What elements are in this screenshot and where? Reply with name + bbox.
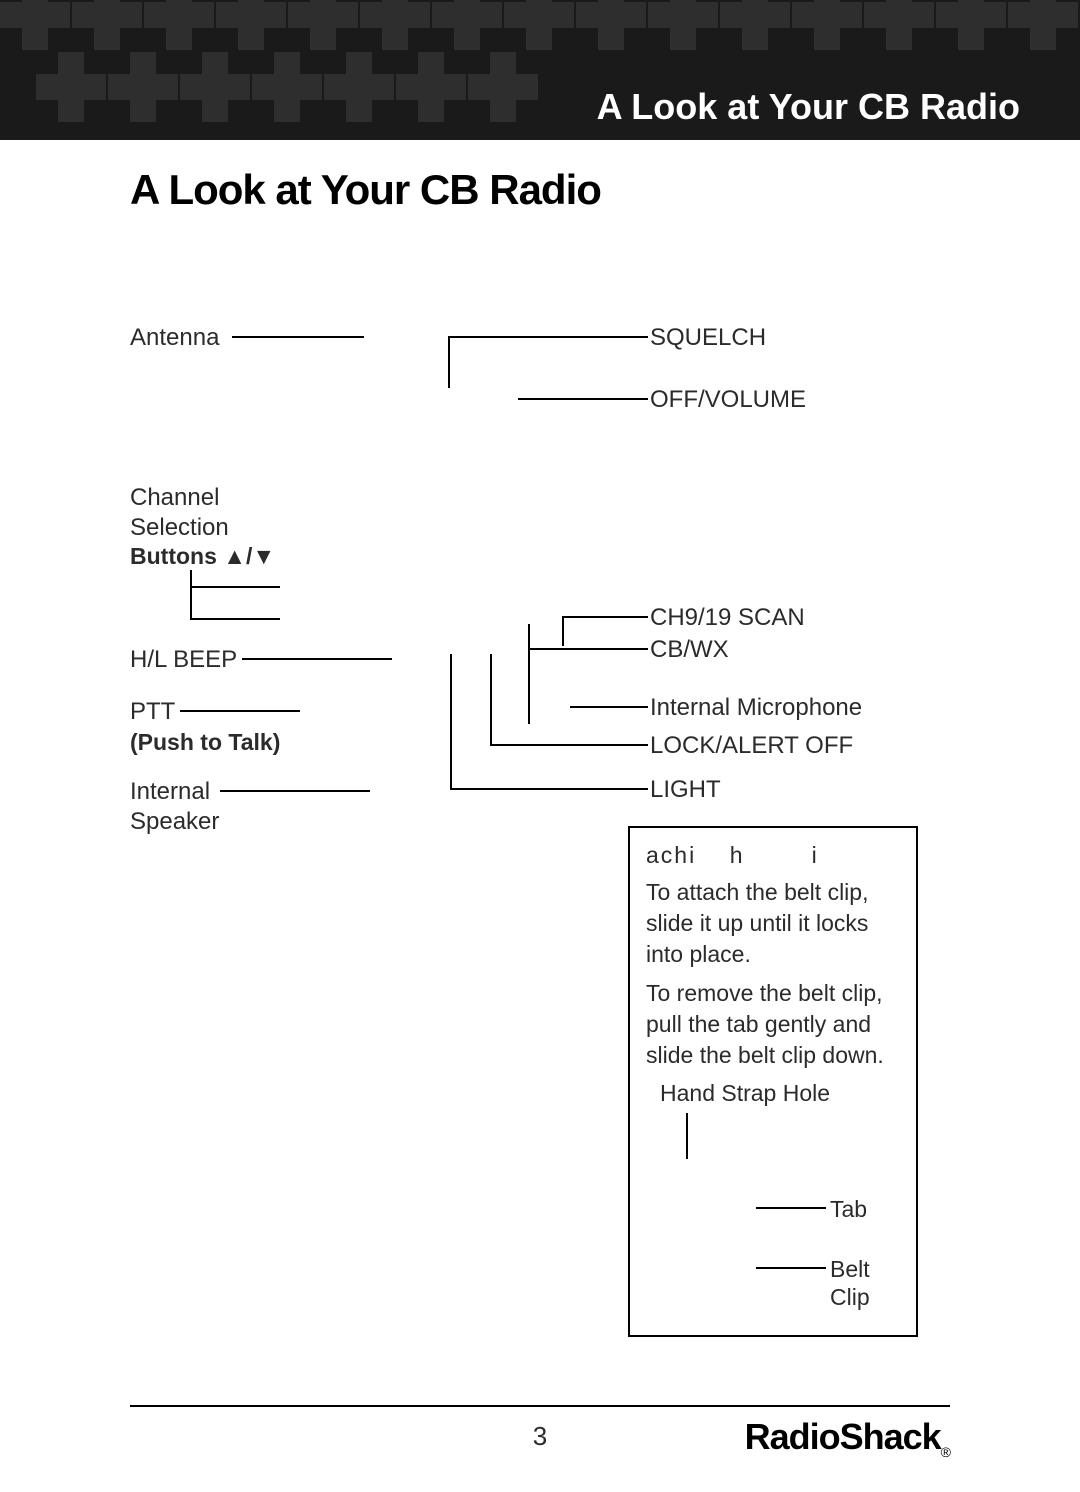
leader-squelch-v: [448, 336, 450, 388]
brand-logo: RadioShack®: [745, 1416, 950, 1460]
infobox-head: achi h i: [646, 840, 900, 871]
leader-ptt: [180, 710, 300, 712]
leader-antenna: [232, 336, 364, 338]
page-content: A Look at Your CB Radio Antenna Channel …: [0, 140, 1080, 1364]
leader-cbwx: [530, 648, 648, 650]
label-hand-strap: Hand Strap Hole: [660, 1079, 900, 1109]
label-tab: Tab: [830, 1195, 867, 1225]
label-push-to-talk: (Push to Talk): [130, 728, 280, 758]
leader-light-v: [450, 654, 452, 788]
leader-ch919-v: [562, 616, 564, 646]
leader-channel-h2: [190, 618, 280, 620]
label-offvolume: OFF/VOLUME: [650, 384, 806, 415]
leader-hand-strap: [686, 1113, 688, 1159]
label-internal-l1: Internal: [130, 776, 210, 807]
leader-offvolume: [518, 398, 648, 400]
infobox-p2: To remove the belt clip, pull the tab ge…: [646, 978, 900, 1071]
footer-rule: [130, 1405, 950, 1407]
label-internal-l2: Speaker: [130, 806, 219, 837]
infobox-p1: To attach the belt clip, slide it up unt…: [646, 877, 900, 970]
registered-mark: ®: [941, 1444, 950, 1460]
diagram: Antenna Channel Selection Buttons ▲/▼ H/…: [130, 304, 950, 1364]
leader-hlbeep: [242, 658, 392, 660]
main-title: A Look at Your CB Radio: [130, 166, 950, 214]
label-hlbeep: H/L BEEP: [130, 644, 237, 675]
leader-beltclip: [756, 1267, 826, 1269]
leader-tab: [756, 1207, 826, 1209]
leader-lockalert-v: [490, 654, 492, 744]
label-intmic: Internal Microphone: [650, 692, 862, 723]
leader-light-h: [450, 788, 648, 790]
label-cbwx: CB/WX: [650, 634, 729, 665]
label-antenna: Antenna: [130, 322, 219, 353]
leader-channel-v: [190, 570, 192, 618]
label-light: LIGHT: [650, 774, 721, 805]
brand-text: RadioShack: [745, 1416, 941, 1457]
label-squelch: SQUELCH: [650, 322, 766, 353]
leader-center-v: [528, 624, 530, 724]
leader-ch919-h: [562, 616, 648, 618]
leader-squelch-h: [448, 336, 648, 338]
label-buttons: Buttons ▲/▼: [130, 542, 275, 572]
header-title: A Look at Your CB Radio: [597, 86, 1020, 128]
belt-clip-info-box: achi h i To attach the belt clip, slide …: [628, 826, 918, 1337]
label-channel-l1: Channel: [130, 482, 219, 513]
label-lockalert: LOCK/ALERT OFF: [650, 730, 853, 761]
leader-internal-speaker: [220, 790, 370, 792]
label-beltclip-l1: Belt: [830, 1255, 870, 1285]
header-band: A Look at Your CB Radio: [0, 0, 1080, 140]
label-ptt: PTT: [130, 696, 175, 727]
leader-intmic: [570, 706, 648, 708]
leader-lockalert-h: [490, 744, 648, 746]
leader-channel-h1: [190, 586, 280, 588]
label-channel-l2: Selection: [130, 512, 229, 543]
label-beltclip-l2: Clip: [830, 1283, 870, 1313]
label-ch919: CH9/19 SCAN: [650, 602, 805, 633]
